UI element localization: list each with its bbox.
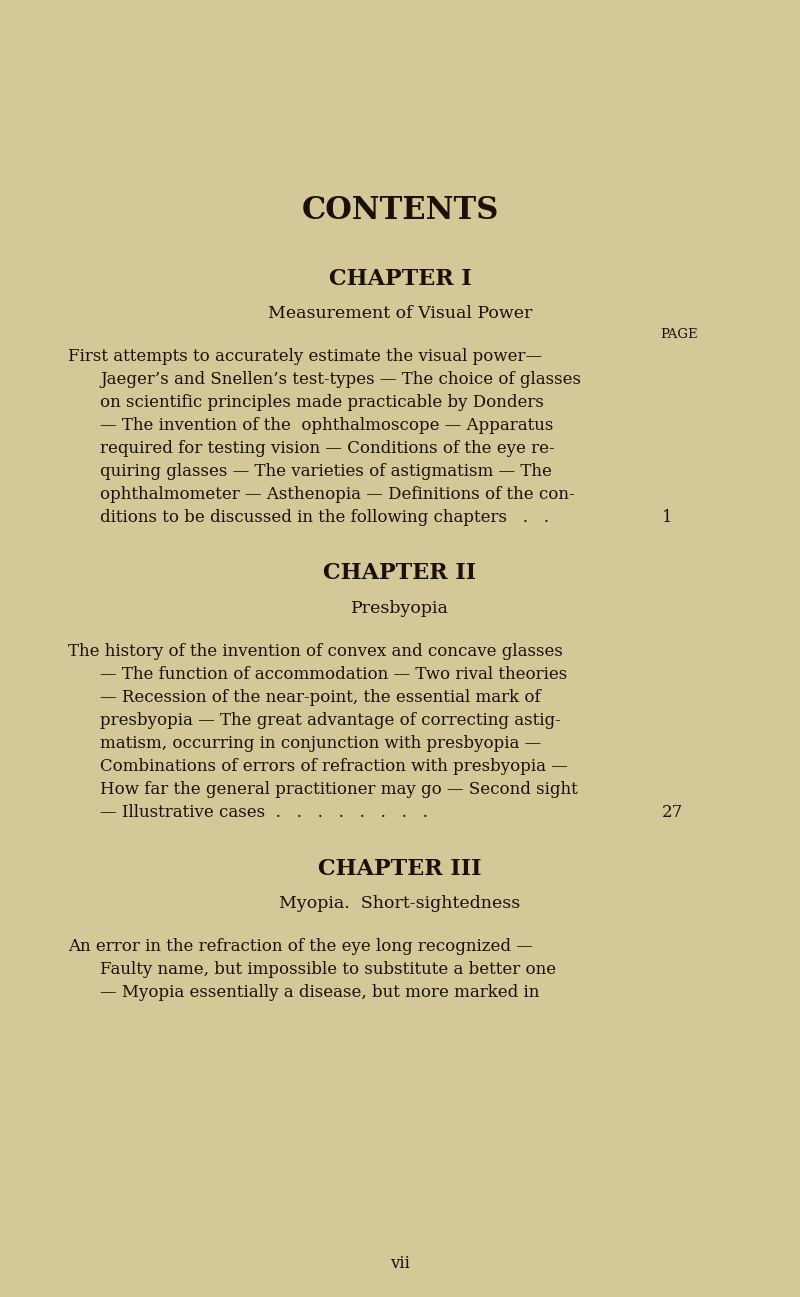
Text: — The function of accommodation — Two rival theories: — The function of accommodation — Two ri… [100,665,567,684]
Text: CONTENTS: CONTENTS [302,195,498,226]
Text: CHAPTER I: CHAPTER I [329,268,471,291]
Text: Myopia.  Short-sightedness: Myopia. Short-sightedness [279,895,521,912]
Text: Combinations of errors of refraction with presbyopia —: Combinations of errors of refraction wit… [100,757,568,776]
Text: — Myopia essentially a disease, but more marked in: — Myopia essentially a disease, but more… [100,984,539,1001]
Text: Jaeger’s and Snellen’s test-types — The choice of glasses: Jaeger’s and Snellen’s test-types — The … [100,371,581,388]
Text: First attempts to accurately estimate the visual power—: First attempts to accurately estimate th… [68,348,542,364]
Text: vii: vii [390,1255,410,1272]
Text: ophthalmometer — Asthenopia — Definitions of the con-: ophthalmometer — Asthenopia — Definition… [100,486,574,503]
Text: 27: 27 [662,804,683,821]
Text: How far the general practitioner may go — Second sight: How far the general practitioner may go … [100,781,578,798]
Text: — Illustrative cases  .   .   .   .   .   .   .   .: — Illustrative cases . . . . . . . . [100,804,428,821]
Text: 1: 1 [662,508,673,527]
Text: Faulty name, but impossible to substitute a better one: Faulty name, but impossible to substitut… [100,961,556,978]
Text: — The invention of the  ophthalmoscope — Apparatus: — The invention of the ophthalmoscope — … [100,418,554,434]
Text: matism, occurring in conjunction with presbyopia —: matism, occurring in conjunction with pr… [100,735,542,752]
Text: The history of the invention of convex and concave glasses: The history of the invention of convex a… [68,643,563,660]
Text: ditions to be discussed in the following chapters   .   .: ditions to be discussed in the following… [100,508,549,527]
Text: An error in the refraction of the eye long recognized —: An error in the refraction of the eye lo… [68,938,533,955]
Text: — Recession of the near-point, the essential mark of: — Recession of the near-point, the essen… [100,689,541,706]
Text: quiring glasses — The varieties of astigmatism — The: quiring glasses — The varieties of astig… [100,463,552,480]
Text: on scientific principles made practicable by Donders: on scientific principles made practicabl… [100,394,544,411]
Text: PAGE: PAGE [660,328,698,341]
Text: required for testing vision — Conditions of the eye re-: required for testing vision — Conditions… [100,440,554,457]
Text: presbyopia — The great advantage of correcting astig-: presbyopia — The great advantage of corr… [100,712,561,729]
Text: CHAPTER III: CHAPTER III [318,859,482,879]
Text: CHAPTER II: CHAPTER II [323,562,477,584]
Text: Presbyopia: Presbyopia [351,601,449,617]
Text: Measurement of Visual Power: Measurement of Visual Power [268,305,532,322]
